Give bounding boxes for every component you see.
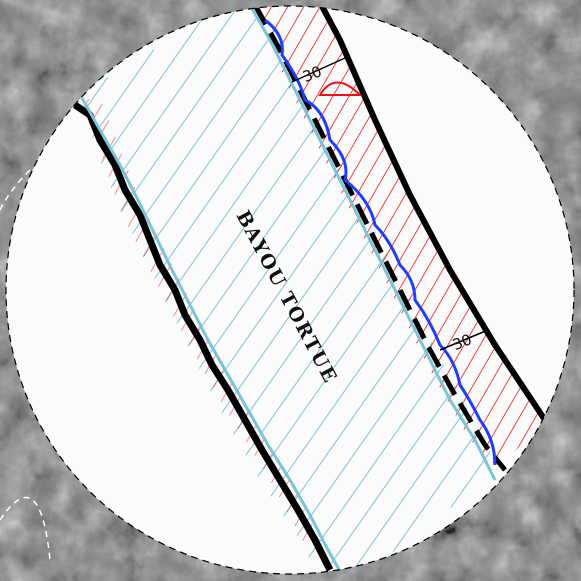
easement-strip — [255, 6, 545, 470]
bayou-water-area — [78, 6, 500, 574]
adjacent-viewport-outline — [0, 497, 51, 561]
viewport-border — [5, 5, 575, 575]
water-line — [264, 18, 497, 466]
dimension-label-2: 30 — [450, 330, 474, 354]
detail-content — [73, 6, 548, 574]
dimension-line-1 — [291, 57, 346, 83]
setback-arc — [318, 81, 363, 96]
west-water-edge — [80, 97, 347, 574]
property-line-dashed — [252, 6, 507, 472]
east-boundary — [313, 6, 548, 422]
east-water-edge — [248, 6, 497, 481]
dimension-label-1: 30 — [300, 62, 324, 86]
adjacent-viewport-outline-2 — [0, 169, 31, 211]
west-bank-boundary — [73, 102, 334, 572]
dimension-line-2 — [439, 329, 489, 351]
